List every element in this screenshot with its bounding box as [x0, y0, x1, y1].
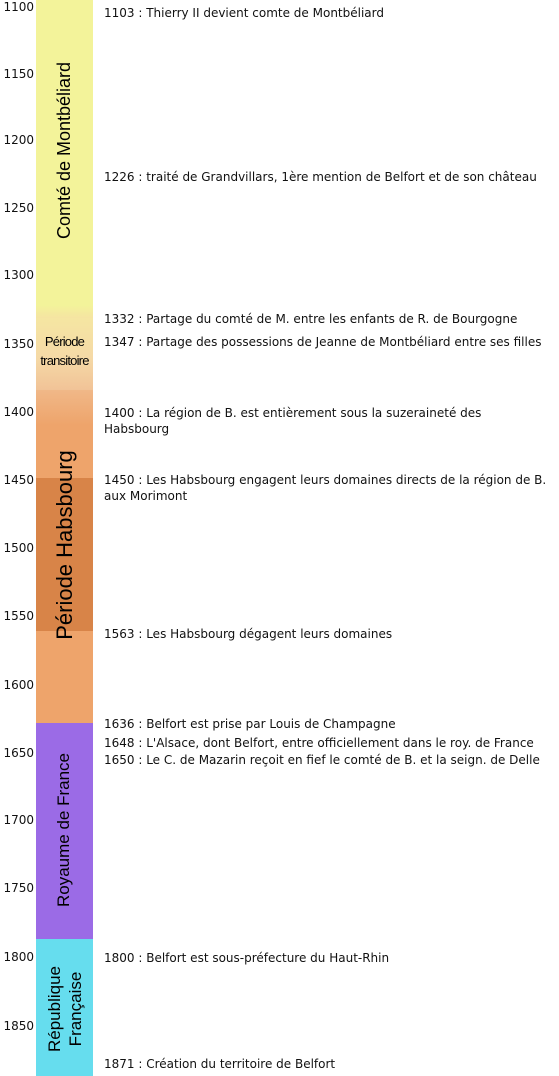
- year-label: 1400: [3, 405, 34, 419]
- period-label-royaume: Royaume de France: [54, 752, 74, 908]
- year-label: 1450: [3, 473, 34, 487]
- event-item: 1332 : Partage du comté de M. entre les …: [104, 312, 518, 326]
- event-item: 1871 : Création du territoire de Belfort: [104, 1057, 336, 1071]
- period-band-montbeliard: [36, 0, 93, 318]
- year-label: 1250: [3, 201, 34, 215]
- year-label: 1500: [3, 541, 34, 555]
- event-item: 1648 : L'Alsace, dont Belfort, entre off…: [104, 736, 534, 750]
- event-item: 1636 : Belfort est prise par Louis de Ch…: [104, 717, 396, 731]
- year-label: 1750: [3, 881, 34, 895]
- event-item: 1400 : La région de B. est entièrement s…: [104, 406, 482, 436]
- year-label: 1850: [3, 1019, 34, 1033]
- year-label: 1100: [3, 0, 34, 14]
- event-item: 1450 : Les Habsbourg engagent leurs doma…: [104, 473, 547, 503]
- year-label: 1650: [3, 746, 34, 760]
- period-band-habsbourg-engaged: [36, 478, 93, 631]
- period-band-habsbourg-late: [36, 631, 93, 723]
- year-label: 1800: [3, 950, 34, 964]
- event-item: 1103 : Thierry II devient comte de Montb…: [104, 6, 384, 20]
- year-label: 1550: [3, 609, 34, 623]
- year-label: 1200: [3, 133, 34, 147]
- event-item: 1226 : traité de Grandvillars, 1ère ment…: [104, 170, 537, 184]
- period-label-montbeliard: Comté de Montbéliard: [54, 61, 74, 239]
- year-label: 1150: [3, 67, 34, 81]
- period-band-royaume: [36, 723, 93, 939]
- year-label: 1300: [3, 268, 34, 282]
- event-item: 1650 : Le C. de Mazarin reçoit en fief l…: [104, 753, 540, 767]
- year-label: 1700: [3, 813, 34, 827]
- period-band-transitoire: [36, 318, 93, 390]
- event-item: 1800 : Belfort est sous-préfecture du Ha…: [104, 951, 390, 965]
- year-label: 1350: [3, 337, 34, 351]
- period-label-transitoire: Période transitoire: [40, 334, 89, 368]
- year-label: 1600: [3, 678, 34, 692]
- event-item: 1563 : Les Habsbourg dégagent leurs doma…: [104, 627, 393, 641]
- period-label-habsbourg: Période Habsbourg: [51, 450, 77, 640]
- period-label-republique: République Française: [44, 965, 85, 1053]
- period-band-republique: [36, 939, 93, 1076]
- period-band-habsbourg: [36, 390, 93, 478]
- event-item: 1347 : Partage des possessions de Jeanne…: [104, 335, 542, 349]
